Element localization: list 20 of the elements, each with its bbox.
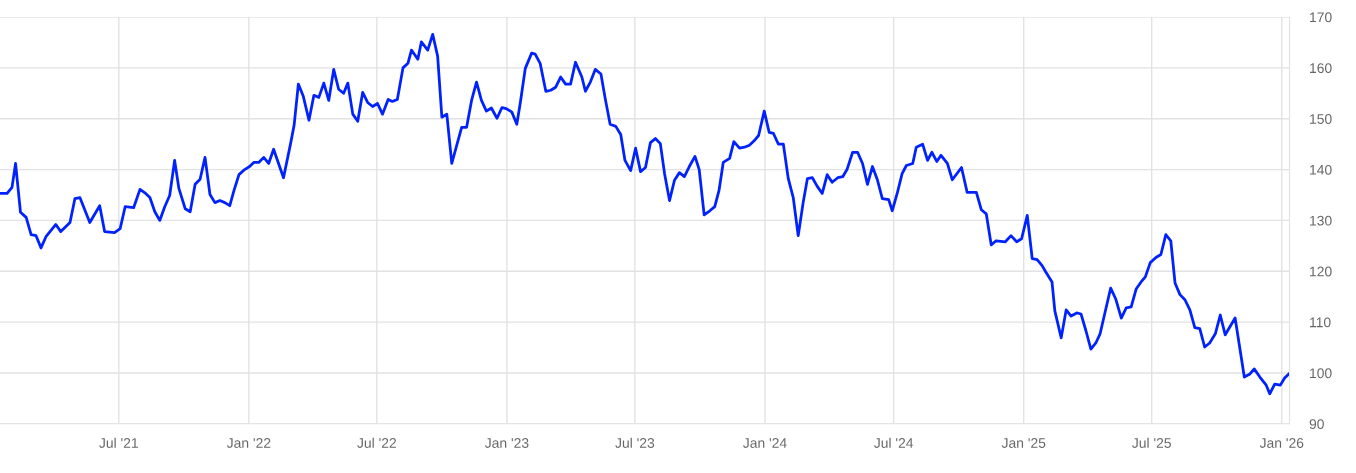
y-tick-label: 110 [1310,317,1331,328]
y-tick-label: 150 [1310,114,1332,124]
y-tick-label: 120 [1310,266,1332,277]
x-tick-label: Jul '21 [99,437,138,448]
x-tick-label: Jul '25 [1132,437,1171,448]
y-tick-label: 100 [1310,368,1332,379]
y-tick-label: 90 [1309,419,1324,429]
x-tick-label: Jan '26 [1259,438,1304,448]
y-tick-label: 130 [1310,215,1332,226]
x-tick-label: Jan '24 [743,438,787,448]
x-tick-label: Jan '25 [1001,438,1046,448]
x-tick-label: Jul '22 [357,437,396,448]
line-series [0,32,1290,396]
x-tick-label: Jan '22 [226,438,271,448]
y-tick-label: 170 [1310,12,1332,23]
x-tick-label: Jul '24 [874,437,914,448]
y-tick-label: 140 [1310,164,1332,175]
y-tick-label: 160 [1310,63,1332,74]
x-tick-label: Jul '23 [615,437,655,448]
x-tick-label: Jan '23 [484,438,529,448]
